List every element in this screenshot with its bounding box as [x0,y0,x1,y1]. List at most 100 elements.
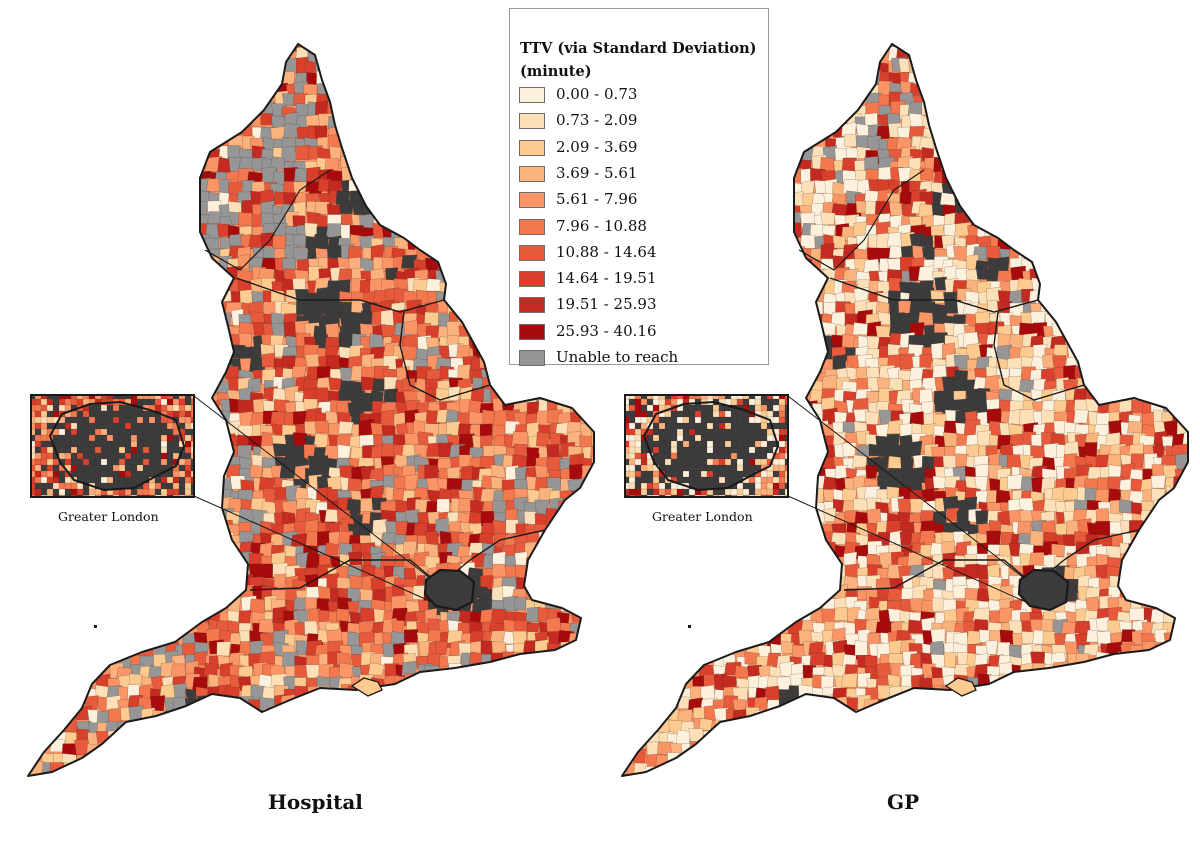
inset-cell [82,428,90,436]
inset-cell [160,398,168,406]
region-boundary [993,311,1085,401]
inset-cell [624,410,630,418]
inset-cell [58,428,66,436]
inset-cell [634,416,642,424]
inset-cell [34,458,42,466]
inset-cell [118,494,126,497]
inset-cell [166,422,174,430]
inset-cell [748,440,756,448]
inset-cell [112,410,120,418]
inset-cell [100,410,108,418]
inset-cell [766,398,774,406]
inset-cell [178,422,186,430]
inset-cell [682,395,690,400]
inset-cell [658,488,666,496]
area-cell [336,652,352,666]
area-cell [864,410,880,426]
inset-cell [676,410,684,418]
inset-cell [784,446,787,454]
inset-cell [658,428,666,436]
inset-cell [748,464,756,472]
inset-cell [76,440,84,448]
inset-cell [640,422,648,430]
inset-cell [100,395,108,400]
area-cell [1073,409,1089,424]
inset-cell [70,482,78,490]
inset-cell [106,452,114,460]
inset-cell [124,422,132,430]
inset-cell [76,422,84,430]
area-cell [1052,661,1068,677]
inset-cell [784,458,787,466]
inset-cell [76,395,84,400]
inset-cell [772,404,780,412]
inset-cell [624,395,630,400]
inset-cell [688,470,696,478]
inset-cell [64,422,72,430]
area-cell [360,376,375,391]
inset-cell [52,434,60,442]
area-cell [339,134,358,149]
inset-cell [70,440,78,448]
inset-cell [670,488,678,496]
inset-cell [190,416,194,424]
inset-cell [766,434,774,442]
inset-cell [166,488,174,496]
inset-cell [688,440,696,448]
inset-cell [712,494,720,497]
inset-cell [31,476,36,484]
inset-cell [58,398,66,406]
inset-cell [712,476,720,484]
area-cell [425,531,439,545]
area-cell [919,167,933,181]
inset-cell [694,440,702,448]
area-cell [966,630,981,645]
inset-cell [40,446,48,454]
inset-cell [658,446,666,454]
inset-cell [760,446,768,454]
inset-cell [688,404,696,412]
area-cell [368,333,384,348]
inset-cell [64,395,72,400]
area-cell [1127,420,1143,434]
inset-cell [640,476,648,484]
area-cell [919,353,933,368]
inset-cell [124,416,132,424]
inset-cell [31,464,36,472]
inset-cell [184,494,192,497]
inset-cell [712,440,720,448]
inset-cell [112,428,120,436]
inset-cell [148,458,156,466]
inset-cell [766,404,774,412]
inset-cell [754,482,762,490]
inset-cell [754,428,762,436]
inset-cell [190,434,194,442]
inset-cell [190,464,194,472]
inset-cell [736,464,744,472]
inset-cell [178,476,186,484]
area-cell [314,455,329,469]
inset-cell [46,398,54,406]
inset-cell [142,398,150,406]
inset-cell [124,494,132,497]
inset-cell [136,452,144,460]
inset-cell [34,494,42,497]
legend-swatch [519,271,545,288]
inset-cell [628,476,636,484]
region-boundary [235,277,445,313]
inset-cell [694,434,702,442]
inset-cell [100,476,108,484]
inset-cell [31,428,36,436]
area-cell [260,563,274,579]
england-outline [621,43,1189,777]
inset-cell [658,434,666,442]
inset-cell [730,428,738,436]
legend-label: 5.61 - 7.96 [556,190,638,209]
inset-cell [46,446,54,454]
inset-cell [670,470,678,478]
inset-cell [100,494,108,497]
inset-cell [682,404,690,412]
inset-cell [730,494,738,497]
inset-cell [670,410,678,418]
inset-cell [634,494,642,497]
